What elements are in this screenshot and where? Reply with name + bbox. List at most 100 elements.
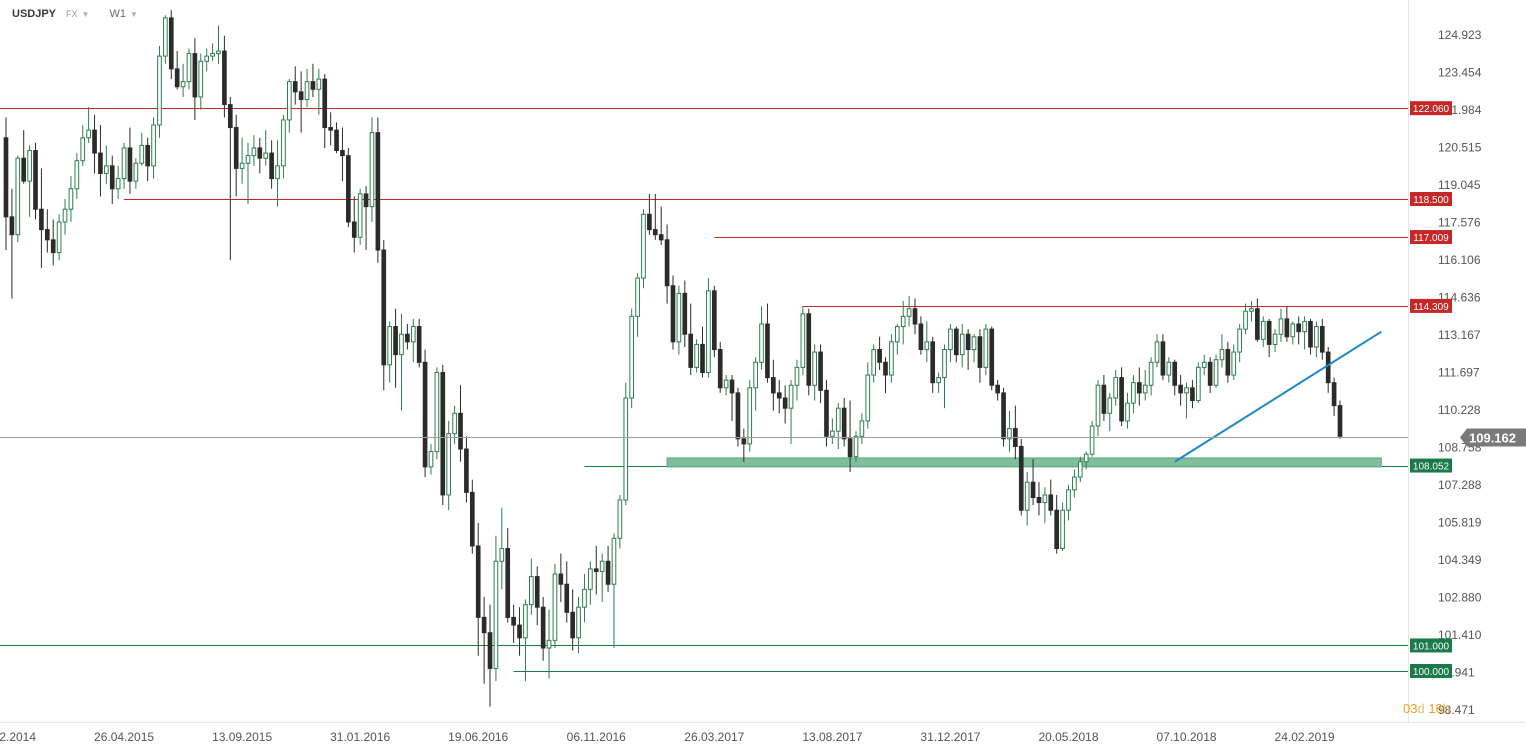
- x-tick-label: 26.04.2015: [94, 730, 154, 744]
- candle-body: [824, 389, 829, 437]
- candle-body: [700, 343, 705, 373]
- candle-body: [109, 165, 115, 190]
- candle-body: [298, 91, 304, 100]
- candle-body: [1319, 326, 1325, 353]
- candle-body: [1131, 382, 1136, 404]
- candle-body: [871, 349, 877, 376]
- level-price-tag[interactable]: [1410, 101, 1452, 116]
- candle-body: [363, 193, 369, 208]
- candle-body: [1107, 397, 1113, 414]
- candle-body: [1314, 326, 1319, 348]
- candle-body: [965, 333, 971, 351]
- candle-body: [216, 50, 221, 55]
- level-price-tag[interactable]: [1410, 663, 1452, 678]
- level-price-tag[interactable]: [1410, 191, 1452, 206]
- candle-body: [1243, 310, 1248, 330]
- y-tick-label: 116.106: [1438, 253, 1481, 267]
- candle-body: [1331, 382, 1337, 407]
- candle-body: [906, 308, 912, 317]
- candle-body: [416, 326, 422, 363]
- candle-body: [617, 499, 623, 539]
- candle-body: [316, 78, 322, 90]
- level-price-text: 100.000: [1413, 667, 1450, 678]
- trendline[interactable]: [1174, 330, 1382, 463]
- candle-body: [21, 157, 27, 182]
- candle-body: [794, 366, 800, 386]
- candle-body: [1266, 320, 1272, 345]
- candle-body: [62, 208, 68, 223]
- candle-body: [552, 573, 558, 641]
- candle-body: [428, 451, 434, 468]
- candle-body: [676, 292, 682, 343]
- candle-body: [564, 583, 570, 613]
- candle-body: [346, 155, 351, 223]
- candle-body: [174, 68, 180, 88]
- candle-body: [534, 576, 540, 608]
- x-tick-label: 20.05.2018: [1038, 730, 1098, 744]
- candle-body: [759, 323, 764, 363]
- candle-body: [835, 407, 841, 432]
- candle-body: [647, 213, 652, 231]
- candle-body: [328, 127, 333, 131]
- timeframe-selector[interactable]: W1 ▼: [109, 8, 137, 20]
- candle-body: [127, 147, 133, 182]
- level-price-tag[interactable]: [1410, 638, 1452, 653]
- candle-body: [1113, 377, 1119, 399]
- candle-body: [853, 435, 859, 458]
- candle-body: [959, 333, 965, 356]
- candle-body: [918, 323, 924, 351]
- candle-body: [894, 326, 900, 343]
- level-price-tag[interactable]: [1410, 230, 1452, 245]
- candle-body: [570, 611, 575, 639]
- x-tick-label: 13.09.2015: [212, 730, 272, 744]
- x-tick-label: 06.11.2016: [567, 730, 626, 744]
- candle-body: [635, 277, 640, 317]
- candle-body: [1042, 494, 1048, 504]
- x-tick-label: 19.06.2016: [448, 730, 508, 744]
- candle-body: [1148, 361, 1154, 386]
- candle-body: [464, 448, 469, 493]
- candle-body: [711, 290, 717, 351]
- y-tick-label: 98.471: [1438, 703, 1475, 717]
- candle-body: [989, 328, 995, 386]
- candle-body: [717, 349, 723, 389]
- candle-body: [440, 371, 446, 496]
- support-zone[interactable]: [666, 457, 1382, 468]
- candle-body: [475, 545, 481, 618]
- candle-body: [351, 221, 357, 238]
- candle-body: [1260, 320, 1266, 340]
- candle-body: [729, 379, 735, 394]
- candle-body: [1125, 402, 1130, 422]
- candle-body: [1231, 351, 1237, 376]
- candle-body: [145, 144, 150, 167]
- candle-body: [281, 119, 286, 167]
- candle-body: [806, 313, 812, 386]
- candle-body: [765, 323, 770, 379]
- candle-body: [493, 560, 499, 669]
- candle-body: [1018, 445, 1024, 511]
- candle-body: [33, 150, 38, 210]
- candle-body: [227, 104, 233, 129]
- candle-body: [782, 397, 788, 409]
- candle-body: [334, 129, 339, 152]
- chevron-down-icon: ▼: [81, 9, 90, 19]
- candle-body: [1190, 387, 1195, 402]
- level-price-tag[interactable]: [1410, 458, 1452, 473]
- candle-body: [204, 55, 210, 62]
- candle-body: [304, 81, 310, 100]
- symbol-label[interactable]: USDJPY: [12, 8, 57, 20]
- candle-body: [151, 124, 156, 167]
- level-price-text: 108.052: [1413, 462, 1450, 473]
- candle-body: [912, 308, 918, 325]
- chart-header: USDJPY FX ▼ W1 ▼: [12, 8, 138, 20]
- candle-body: [56, 221, 62, 254]
- candle-body: [1302, 320, 1307, 333]
- candle-body: [682, 292, 688, 335]
- level-price-tag[interactable]: [1410, 298, 1452, 313]
- candle-body: [694, 343, 699, 368]
- market-selector[interactable]: FX ▼: [66, 9, 89, 19]
- candle-body: [841, 407, 847, 440]
- candle-body: [434, 371, 440, 453]
- candle-body: [157, 55, 162, 126]
